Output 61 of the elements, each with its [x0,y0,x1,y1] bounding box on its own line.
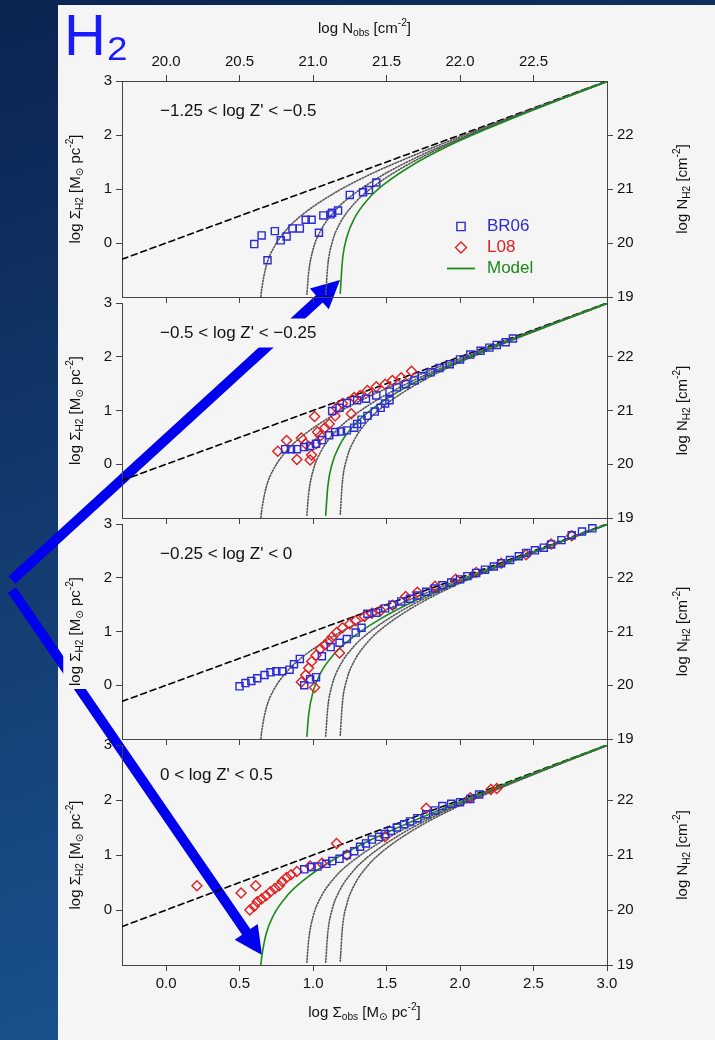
x-tick-label: 1.5 [376,974,397,992]
y-axis-title: log ΣH2 [M⊙ pc-2] [63,355,86,466]
legend-label: L08 [487,237,516,257]
y-tick-label: 0 [103,233,112,251]
y-axis-title: log ΣH2 [M⊙ pc-2] [63,134,86,244]
y-tick-label: 3 [103,293,112,311]
y-tick-label: 3 [103,71,112,89]
y2-axis-title: log NH2 [cm-2] [670,586,693,677]
y-axis-title: log ΣH2 [M⊙ pc-2] [63,800,86,910]
y2-tick-label: 22 [617,790,634,808]
y-tick-label: 0 [103,675,112,693]
y-tick-label: 1 [103,621,112,639]
y2-tick-label: 21 [617,845,634,863]
y2-tick-label: 19 [617,287,634,305]
y2-tick-label: 20 [617,454,634,472]
y-tick-label: 1 [103,400,112,418]
y2-tick-label: 22 [617,125,634,143]
x2-tick-label: 22.5 [518,52,549,70]
y2-tick-label: 20 [617,233,634,251]
y-tick-label: 1 [103,845,112,863]
x-tick-label: 0.5 [229,974,251,992]
x2-tick-label: 21.0 [298,52,328,70]
y-tick-label: 0 [103,900,112,918]
y-tick-label: 2 [103,346,112,364]
y-axis-title: log ΣH2 [M⊙ pc-2] [63,576,86,687]
x-tick-label: 2.5 [523,974,544,992]
y2-tick-label: 20 [617,900,634,918]
y2-tick-label: 19 [617,508,634,526]
y-tick-label: 1 [103,179,112,197]
y2-tick-label: 21 [617,400,634,418]
y2-tick-label: 20 [617,675,634,693]
x-tick-label: 2.0 [449,974,471,992]
y2-axis-title: log NH2 [cm-2] [670,810,693,900]
y-tick-label: 2 [103,567,112,585]
y-tick-label: 3 [103,735,112,753]
x2-tick-label: 22.0 [445,52,475,70]
annotation: −0.25 < log Z' < 0 [160,543,293,563]
x-tick-label: 0.0 [155,974,177,992]
y2-axis-title: log NH2 [cm-2] [670,144,693,234]
y-tick-label: 2 [103,790,112,808]
x2-tick-label: 20.5 [224,52,255,70]
y2-tick-label: 19 [617,955,634,973]
y-tick-label: 2 [103,125,112,143]
annotation: −1.25 < log Z' < −0.5 [160,100,317,120]
y-tick-label: 0 [103,454,112,472]
legend-label: Model [487,258,534,278]
y2-tick-label: 21 [617,621,634,639]
y-tick-label: 3 [103,514,112,532]
annotation: −0.5 < log Z' < −0.25 [160,322,317,342]
x2-tick-label: 21.5 [371,52,402,70]
y2-tick-label: 21 [617,179,634,197]
chart-title: H₂ [64,2,129,67]
x-tick-label: 1.0 [302,974,324,992]
y2-axis-title: log NH2 [cm-2] [670,365,693,456]
y2-tick-label: 22 [617,346,634,364]
legend-label: BR06 [487,216,530,236]
y2-tick-label: 22 [617,567,634,585]
y2-tick-label: 19 [617,729,634,747]
x2-tick-label: 20.0 [151,52,181,70]
x-tick-label: 3.0 [596,974,618,992]
annotation: 0 < log Z' < 0.5 [160,764,273,784]
